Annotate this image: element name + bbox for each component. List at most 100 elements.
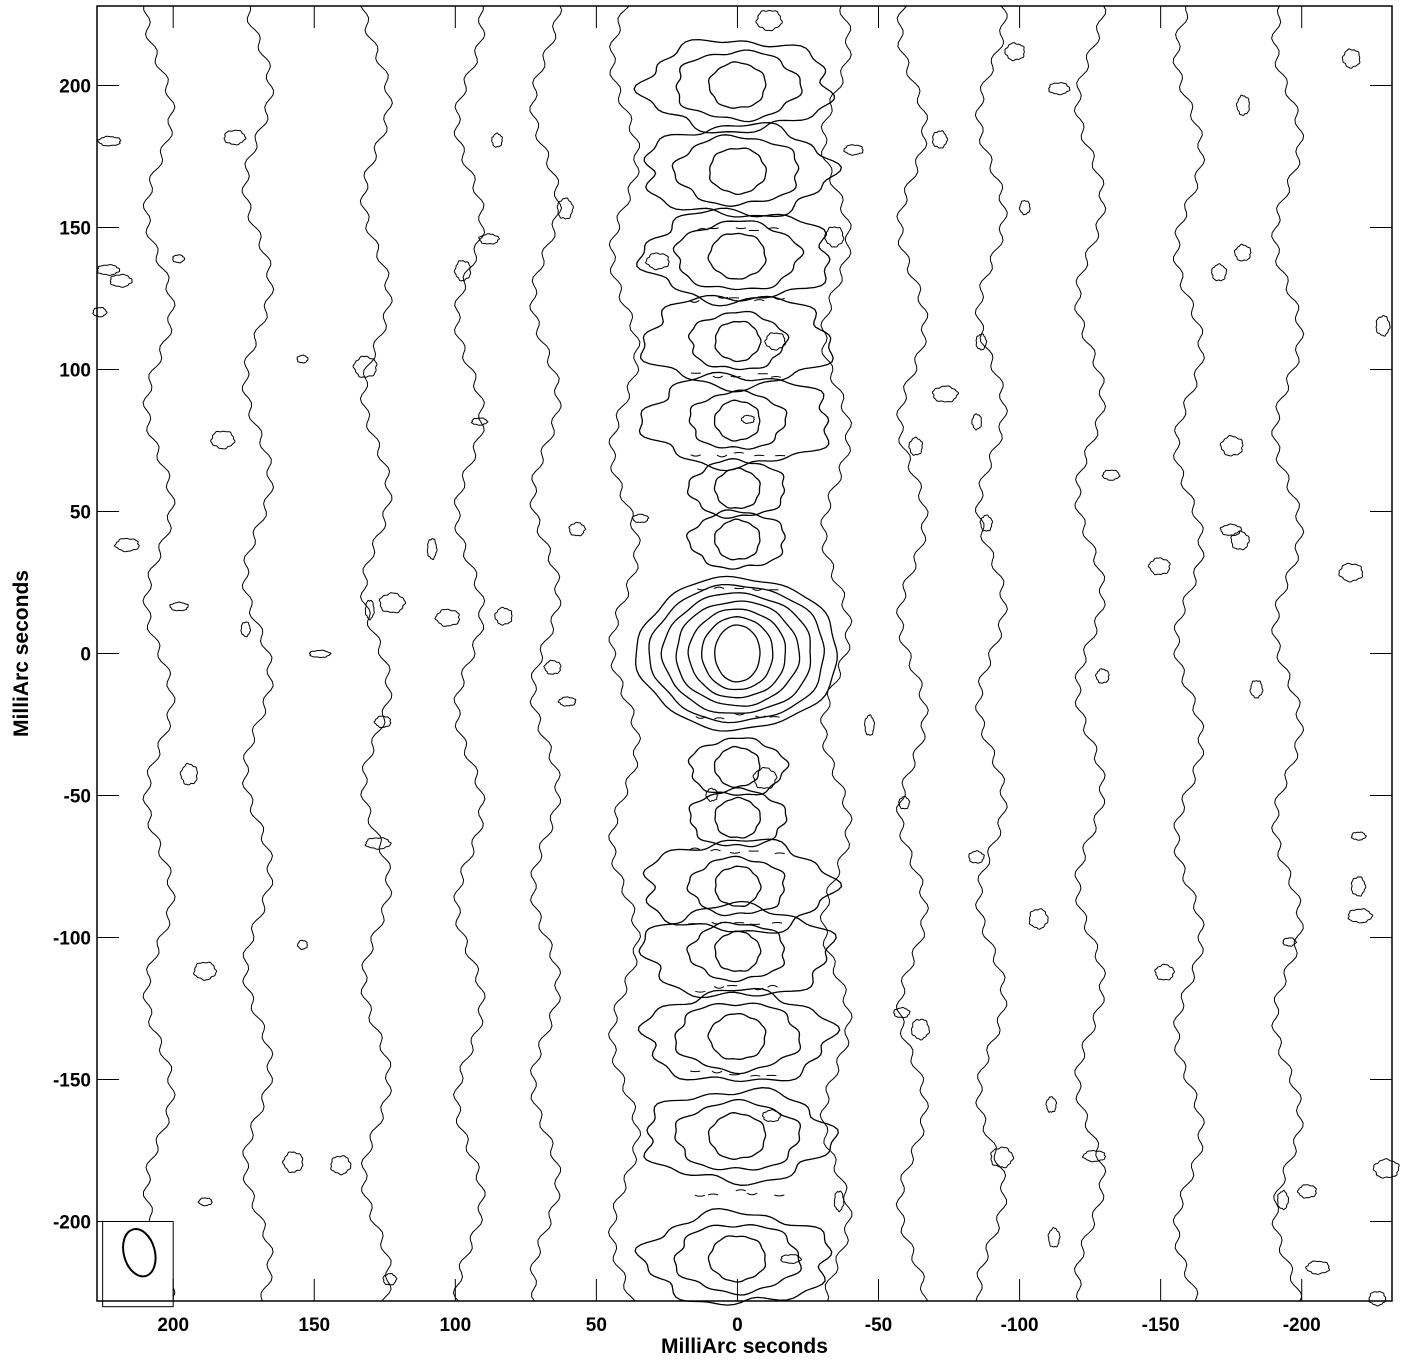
negative-contour (718, 296, 729, 299)
negative-contour (694, 1194, 706, 1197)
negative-contour (689, 847, 701, 850)
y-tick-label: -50 (64, 786, 91, 807)
x-tick-label: 50 (586, 1315, 607, 1336)
sidelobe-contour (687, 737, 790, 796)
sidelobe-contour (637, 987, 841, 1083)
island-contour (971, 413, 983, 431)
island-contour (740, 414, 755, 424)
island-contour (1081, 1149, 1106, 1163)
central-contour (701, 616, 774, 691)
island-contour (764, 332, 787, 351)
island-contour (1372, 1158, 1400, 1179)
island-contour (908, 436, 923, 456)
island-contour (96, 135, 122, 147)
beam-ellipse (122, 1228, 157, 1278)
island-contour (1028, 908, 1049, 930)
sidelobe-contour (640, 294, 834, 393)
island-contour (491, 132, 503, 148)
island-contour (92, 307, 108, 318)
island-contour (752, 766, 778, 789)
island-contour (1338, 562, 1364, 583)
sidelobe-contour (642, 838, 843, 934)
beam-box (102, 1220, 174, 1308)
island-contour (898, 796, 911, 810)
sidelobe-contour (672, 220, 805, 291)
island-contour (223, 129, 247, 146)
island-contour (296, 354, 309, 364)
negative-contour (730, 375, 741, 378)
y-axis-ticks: 200 150 100 50 0 -50 -100 -150 -200 (53, 77, 1392, 1233)
island-contour (631, 513, 650, 523)
stripe-contour (529, 5, 563, 1302)
island-contour (172, 254, 186, 264)
island-contour (780, 1254, 803, 1265)
island-contour (931, 385, 959, 403)
stripe-contour (142, 6, 176, 1302)
island-contour (1154, 963, 1175, 981)
island-contour (1219, 523, 1243, 537)
x-axis-title: MilliArc seconds (661, 1335, 828, 1358)
island-contour (478, 233, 500, 245)
island-contour (1004, 42, 1025, 62)
negative-contour (713, 986, 725, 989)
stripe-contour (895, 5, 929, 1302)
central-contour (714, 624, 761, 683)
island-contour (169, 601, 189, 612)
sidelobe-contour (643, 1087, 839, 1186)
negative-contour (774, 297, 786, 300)
island-contour (1249, 680, 1264, 699)
island-contour (193, 961, 217, 981)
negative-contour (733, 452, 744, 454)
island-contour (240, 621, 252, 638)
island-contour (557, 696, 577, 707)
island-contour (1305, 1260, 1331, 1275)
island-contour (1147, 557, 1171, 576)
sidelobe-contour (673, 1224, 802, 1296)
island-contour (893, 1007, 911, 1019)
island-contour (1047, 1227, 1061, 1248)
central-contour (660, 592, 812, 714)
stripe-contour (359, 5, 393, 1302)
island-contour (197, 1197, 213, 1207)
beam-inset (102, 1220, 174, 1308)
sidelobe-contour (707, 1112, 767, 1160)
negative-contour (710, 848, 721, 852)
negative-contour (734, 713, 745, 716)
sidelobe-contour (636, 207, 831, 307)
y-tick-label: 150 (59, 219, 91, 240)
island-contour (113, 537, 140, 553)
y-tick-label: 100 (59, 361, 91, 382)
island-contour (1277, 1189, 1289, 1211)
sidelobe-contour (707, 1235, 767, 1283)
sidelobe-contour (688, 787, 788, 848)
negative-contour (708, 227, 719, 230)
island-contour (309, 649, 332, 658)
island-contour (1282, 937, 1298, 947)
island-contour (864, 714, 875, 736)
island-contour (1350, 876, 1367, 897)
island-contour (705, 787, 718, 802)
island-contour (1048, 82, 1071, 96)
island-contour (179, 762, 199, 786)
island-contour (990, 1146, 1015, 1169)
y-axis-title: MilliArc seconds (10, 570, 33, 737)
central-contour (675, 600, 801, 707)
island-contour (911, 1018, 930, 1041)
island-contour (97, 264, 121, 276)
negative-contour (753, 987, 764, 991)
negative-contour (752, 588, 763, 591)
island-contour (755, 9, 783, 32)
negative-contour (754, 299, 765, 302)
sidelobe-contour (709, 147, 767, 196)
x-tick-label: 100 (439, 1315, 471, 1336)
sidelobe-contour (674, 1098, 802, 1171)
negative-contour (707, 1193, 719, 1196)
negative-contour (712, 375, 724, 379)
island-contour (1368, 1291, 1387, 1307)
negative-contour (768, 227, 779, 230)
sidelobe-contour (708, 61, 767, 109)
sidelobe-contour (687, 310, 790, 371)
negative-contour (746, 1192, 758, 1196)
negative-contour (735, 227, 747, 230)
